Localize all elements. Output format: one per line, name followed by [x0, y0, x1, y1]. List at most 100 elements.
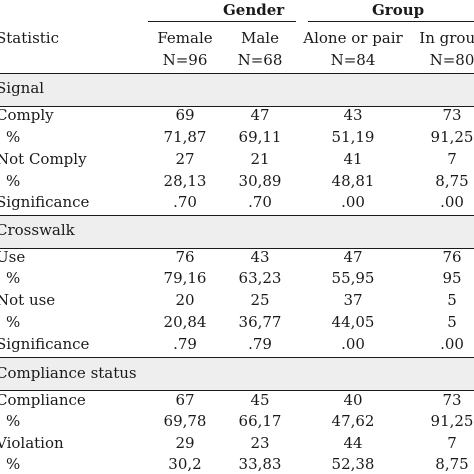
table-row: Compliance 67 45 40 73 [0, 389, 474, 411]
section-rule-top-signal [0, 73, 474, 74]
table-row: % 79,16 63,23 55,95 95 [0, 267, 474, 289]
cell-alone-or-pair: 52,38 [331, 455, 375, 473]
gender-underline [148, 21, 296, 22]
table-row: % 30,2 33,83 52,38 8,75 [0, 453, 474, 474]
cell-in-group: .00 [440, 335, 464, 353]
cell-alone-or-pair: 47,62 [331, 412, 375, 430]
cell-male: 45 [250, 391, 270, 409]
cell-female: 69,78 [163, 412, 207, 430]
cell-in-group: 91,25 [430, 412, 474, 430]
group-underline [308, 21, 474, 22]
table-row: % 69,78 66,17 47,62 91,25 [0, 410, 474, 432]
cell-in-group: 7 [447, 434, 457, 452]
cell-alone-or-pair: .00 [341, 193, 365, 211]
cell-male: 66,17 [238, 412, 282, 430]
cell-alone-or-pair: 55,95 [331, 269, 375, 287]
table-row: Comply 69 47 43 73 [0, 104, 474, 126]
cell-female: .70 [173, 193, 197, 211]
row-label: % [6, 455, 21, 473]
column-header-female: Female [157, 29, 213, 47]
group-header-gender: Gender [223, 1, 285, 19]
row-label: Violation [0, 434, 64, 452]
column-header-male: Male [241, 29, 279, 47]
cell-female: 76 [175, 248, 195, 266]
column-header-in-group: In group [419, 29, 474, 47]
row-label: Significance [0, 193, 90, 211]
section-band-compliance [0, 358, 474, 390]
cell-alone-or-pair: 41 [343, 150, 363, 168]
column-n-in-group: N=80 [429, 51, 474, 69]
table-row: Significance .70 .70 .00 .00 [0, 191, 474, 213]
section-rule-top-crosswalk [0, 215, 474, 216]
cell-in-group: 8,75 [435, 455, 469, 473]
cell-alone-or-pair: 40 [343, 391, 363, 409]
table-row: Violation 29 23 44 7 [0, 432, 474, 454]
cell-in-group: 5 [447, 291, 457, 309]
column-n-alone-or-pair: N=84 [330, 51, 376, 69]
cell-in-group: 91,25 [430, 128, 474, 146]
table-row: % 20,84 36,77 44,05 5 [0, 311, 474, 333]
row-label: % [6, 128, 21, 146]
cell-female: 20 [175, 291, 195, 309]
cell-in-group: 73 [442, 106, 462, 124]
cell-female: 29 [175, 434, 195, 452]
cell-male: 63,23 [238, 269, 282, 287]
row-label: Compliance [0, 391, 86, 409]
cell-male: .70 [248, 193, 272, 211]
row-label: % [6, 172, 21, 190]
cell-alone-or-pair: 48,81 [331, 172, 375, 190]
cell-alone-or-pair: 37 [343, 291, 363, 309]
cell-in-group: 8,75 [435, 172, 469, 190]
row-label: % [6, 269, 21, 287]
cell-female: 27 [175, 150, 195, 168]
table-row: Not use 20 25 37 5 [0, 289, 474, 311]
section-band-crosswalk [0, 216, 474, 248]
cell-male: 36,77 [238, 313, 282, 331]
table-row: % 71,87 69,11 51,19 91,25 [0, 126, 474, 148]
cell-male: .79 [248, 335, 272, 353]
column-n-female: N=96 [162, 51, 208, 69]
stub-header: Statistic [0, 29, 59, 47]
row-label: Use [0, 248, 26, 266]
cell-male: 33,83 [238, 455, 282, 473]
cell-alone-or-pair: .00 [341, 335, 365, 353]
cell-male: 47 [250, 106, 270, 124]
cell-alone-or-pair: 51,19 [331, 128, 375, 146]
cell-female: 67 [175, 391, 195, 409]
table-row: Use 76 43 47 76 [0, 246, 474, 268]
cell-female: 69 [175, 106, 195, 124]
cell-male: 69,11 [238, 128, 282, 146]
cell-male: 23 [250, 434, 270, 452]
cell-female: 71,87 [163, 128, 207, 146]
group-header-group: Group [372, 1, 425, 19]
section-rule-bottom-compliance [0, 390, 474, 391]
section-title-signal: Signal [0, 79, 45, 97]
row-label: Comply [0, 106, 54, 124]
cell-female: 30,2 [168, 455, 202, 473]
cell-alone-or-pair: 43 [343, 106, 363, 124]
section-rule-bottom-signal [0, 106, 474, 107]
cell-in-group: 95 [442, 269, 462, 287]
cell-female: 28,13 [163, 172, 207, 190]
cell-female: .79 [173, 335, 197, 353]
row-label: Not use [0, 291, 56, 309]
section-rule-top-compliance [0, 357, 474, 358]
cell-male: 30,89 [238, 172, 282, 190]
section-title-crosswalk: Crosswalk [0, 221, 75, 239]
table-row: Not Comply 27 21 41 7 [0, 148, 474, 170]
cell-in-group: 7 [447, 150, 457, 168]
cell-male: 43 [250, 248, 270, 266]
row-label: % [6, 313, 21, 331]
cell-in-group: 73 [442, 391, 462, 409]
cell-female: 79,16 [163, 269, 207, 287]
cell-in-group: 5 [447, 313, 457, 331]
column-header-alone-or-pair: Alone or pair [303, 29, 403, 47]
cell-in-group: .00 [440, 193, 464, 211]
cell-female: 20,84 [163, 313, 207, 331]
table-row: Significance .79 .79 .00 .00 [0, 333, 474, 355]
cell-alone-or-pair: 44,05 [331, 313, 375, 331]
cell-alone-or-pair: 44 [343, 434, 363, 452]
cell-male: 21 [250, 150, 270, 168]
section-title-compliance: Compliance status [0, 364, 137, 382]
